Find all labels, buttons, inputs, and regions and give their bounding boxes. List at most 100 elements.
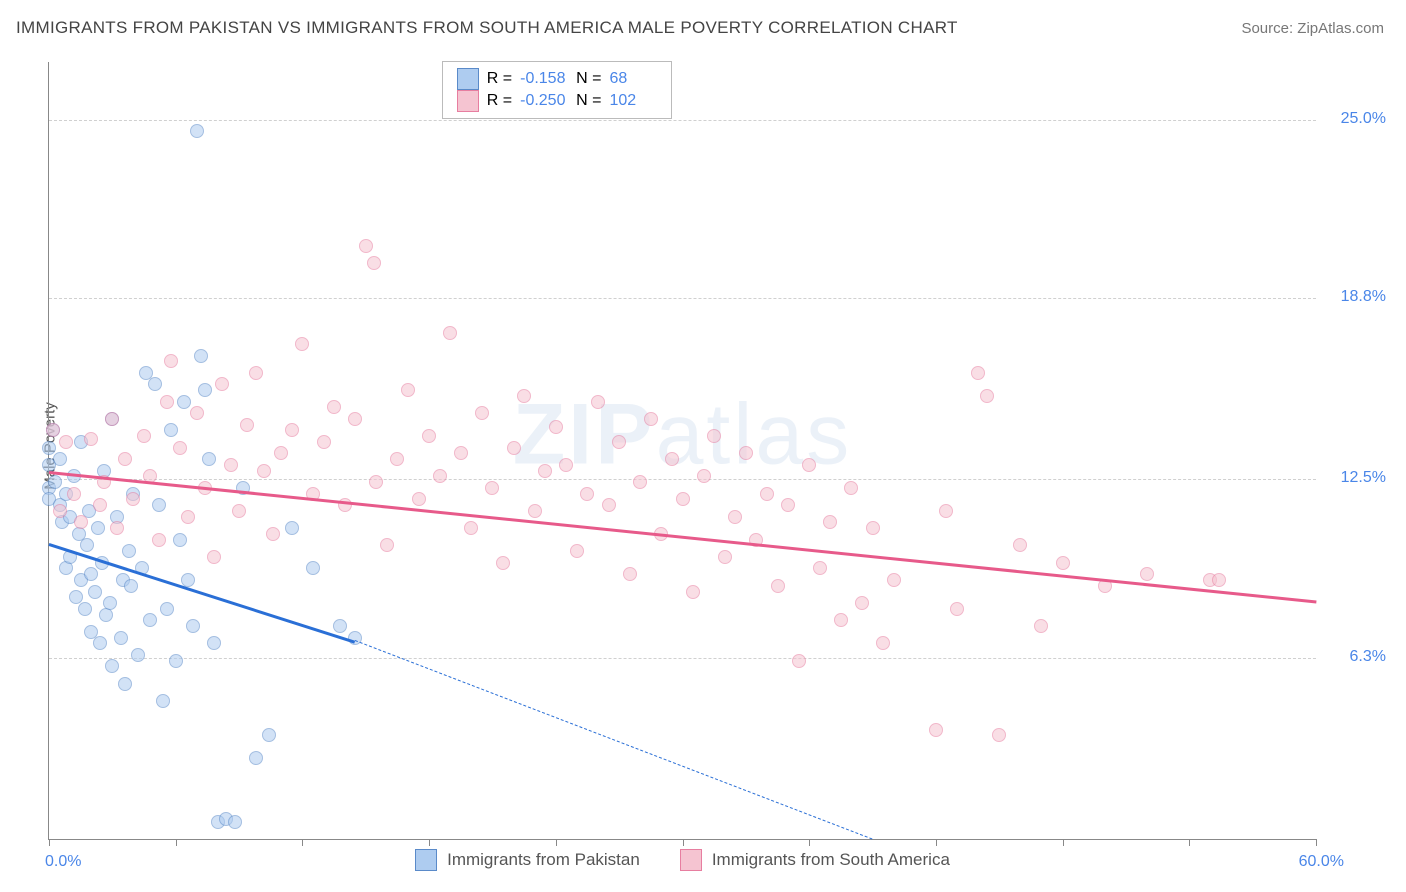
- data-point: [148, 377, 162, 391]
- data-point: [1140, 567, 1154, 581]
- data-point: [122, 544, 136, 558]
- data-point: [181, 510, 195, 524]
- data-point: [433, 469, 447, 483]
- data-point: [623, 567, 637, 581]
- watermark-bold: ZIP: [513, 386, 656, 482]
- data-point: [169, 654, 183, 668]
- x-tick: [1316, 839, 1317, 846]
- data-point: [156, 694, 170, 708]
- x-tick: [683, 839, 684, 846]
- data-point: [249, 366, 263, 380]
- data-point: [612, 435, 626, 449]
- data-point: [118, 677, 132, 691]
- x-tick: [1189, 839, 1190, 846]
- x-max-label: 60.0%: [1299, 853, 1344, 871]
- data-point: [42, 441, 56, 455]
- data-point: [262, 728, 276, 742]
- data-point: [485, 481, 499, 495]
- data-point: [855, 596, 869, 610]
- data-point: [164, 423, 178, 437]
- trend-line: [49, 471, 1316, 603]
- data-point: [137, 429, 151, 443]
- data-point: [507, 441, 521, 455]
- data-point: [152, 498, 166, 512]
- data-point: [152, 533, 166, 547]
- data-point: [771, 579, 785, 593]
- gridline: [49, 479, 1316, 480]
- data-point: [285, 521, 299, 535]
- stats-legend-row: R =-0.158N =68: [457, 68, 658, 90]
- data-point: [67, 487, 81, 501]
- data-point: [380, 538, 394, 552]
- data-point: [46, 423, 60, 437]
- data-point: [160, 395, 174, 409]
- data-point: [475, 406, 489, 420]
- gridline: [49, 120, 1316, 121]
- n-value: 102: [609, 92, 657, 110]
- data-point: [164, 354, 178, 368]
- data-point: [84, 567, 98, 581]
- data-point: [422, 429, 436, 443]
- data-point: [118, 452, 132, 466]
- x-tick: [1063, 839, 1064, 846]
- data-point: [93, 636, 107, 650]
- data-point: [103, 596, 117, 610]
- data-point: [844, 481, 858, 495]
- data-point: [348, 412, 362, 426]
- data-point: [401, 383, 415, 397]
- data-point: [1013, 538, 1027, 552]
- data-point: [412, 492, 426, 506]
- data-point: [48, 475, 62, 489]
- data-point: [939, 504, 953, 518]
- data-point: [1056, 556, 1070, 570]
- data-point: [190, 406, 204, 420]
- trend-line-extrapolated: [355, 640, 873, 839]
- data-point: [887, 573, 901, 587]
- data-point: [528, 504, 542, 518]
- data-point: [517, 389, 531, 403]
- x-tick: [556, 839, 557, 846]
- legend-swatch: [415, 849, 437, 871]
- data-point: [823, 515, 837, 529]
- data-point: [88, 585, 102, 599]
- data-point: [53, 452, 67, 466]
- r-value: -0.250: [520, 92, 568, 110]
- data-point: [124, 579, 138, 593]
- data-point: [177, 395, 191, 409]
- data-point: [718, 550, 732, 564]
- data-point: [333, 619, 347, 633]
- data-point: [224, 458, 238, 472]
- y-tick-label: 6.3%: [1350, 648, 1386, 666]
- data-point: [802, 458, 816, 472]
- data-point: [876, 636, 890, 650]
- x-tick: [936, 839, 937, 846]
- source-label: Source: ZipAtlas.com: [1241, 20, 1384, 37]
- data-point: [443, 326, 457, 340]
- data-point: [644, 412, 658, 426]
- n-label: N =: [576, 92, 601, 110]
- data-point: [249, 751, 263, 765]
- data-point: [390, 452, 404, 466]
- data-point: [971, 366, 985, 380]
- data-point: [91, 521, 105, 535]
- data-point: [215, 377, 229, 391]
- series-legend-item: Immigrants from South America: [680, 849, 950, 871]
- data-point: [496, 556, 510, 570]
- data-point: [1034, 619, 1048, 633]
- data-point: [78, 602, 92, 616]
- data-point: [105, 412, 119, 426]
- data-point: [992, 728, 1006, 742]
- data-point: [126, 492, 140, 506]
- data-point: [59, 435, 73, 449]
- data-point: [369, 475, 383, 489]
- data-point: [792, 654, 806, 668]
- x-tick: [176, 839, 177, 846]
- data-point: [74, 515, 88, 529]
- data-point: [950, 602, 964, 616]
- y-tick-label: 18.8%: [1341, 288, 1386, 306]
- legend-swatch: [457, 68, 479, 90]
- data-point: [207, 636, 221, 650]
- data-point: [633, 475, 647, 489]
- data-point: [781, 498, 795, 512]
- data-point: [143, 613, 157, 627]
